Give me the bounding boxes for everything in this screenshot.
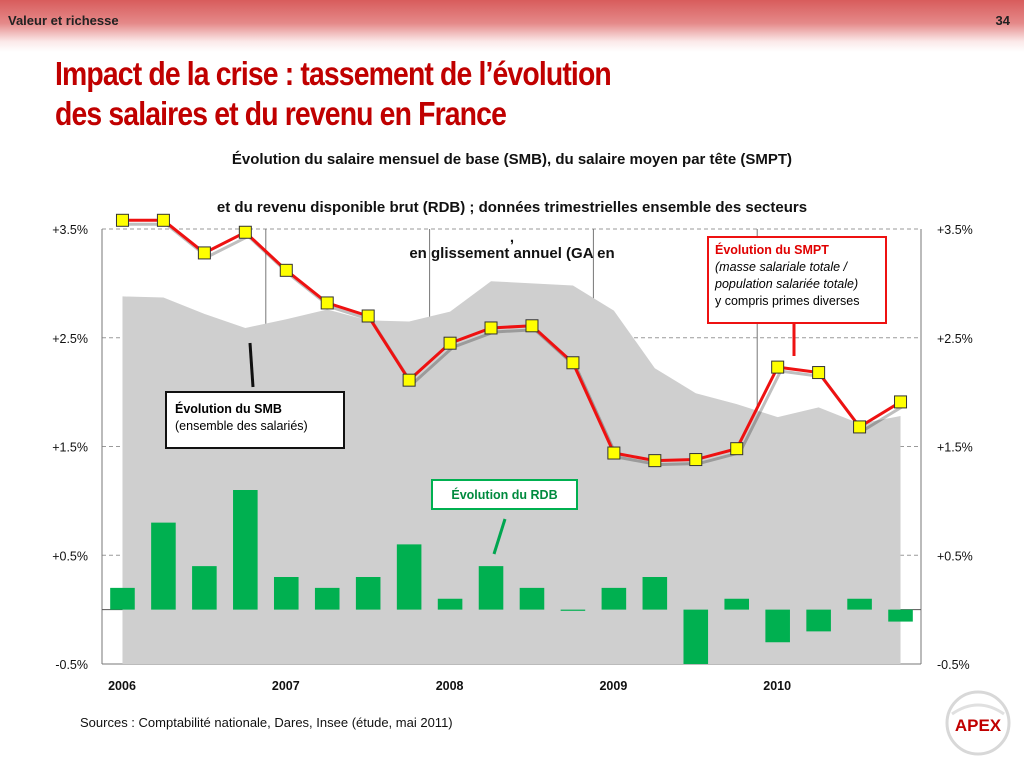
y-tick-label-left: -0.5% (55, 658, 88, 672)
rdb-bar (847, 598, 872, 610)
y-tick-label-right: +0.5% (937, 549, 973, 563)
smpt-marker (894, 395, 908, 409)
smpt-marker (279, 263, 293, 277)
smpt-marker (238, 225, 252, 239)
rdb-bar (806, 609, 831, 632)
smpt-marker (156, 213, 170, 227)
smb-annotation-line-2: (ensemble des salariés) (175, 419, 308, 433)
rdb-bar (437, 598, 463, 610)
title-line-2: des salaires et du revenu en France (55, 95, 507, 132)
smpt-markers (115, 213, 908, 468)
header-bar (0, 0, 1024, 52)
rdb-bar (151, 522, 176, 610)
smpt-marker (648, 454, 662, 468)
x-tick-label-year: 2010 (763, 679, 791, 693)
section-label: Valeur et richesse (8, 13, 119, 28)
smpt-marker (443, 336, 457, 350)
rdb-bar (888, 609, 913, 622)
smpt-marker (566, 356, 580, 370)
rdb-annotation: Évolution du RDB (431, 479, 578, 510)
rdb-bar (192, 566, 217, 610)
rdb-bar (724, 598, 750, 610)
page-title: Impact de la crise : tassement de l’évol… (55, 54, 612, 134)
chart-subtitle-line-2: et du revenu disponible brut (RDB) ; don… (216, 199, 808, 216)
rdb-bar (601, 587, 627, 610)
smb-area (122, 281, 901, 664)
rdb-bar (683, 609, 709, 664)
smpt-line (122, 218, 902, 463)
y-tick-label-right: +3.5% (937, 223, 973, 237)
smpt-marker (402, 373, 416, 387)
rdb-bar (519, 587, 545, 610)
smpt-annotation-line-4: y compris primes diverses (715, 294, 860, 308)
logo-swoosh (951, 703, 1005, 716)
rdb-bar-series (110, 490, 913, 664)
smb-annotation: Évolution du SMB (ensemble des salariés) (165, 391, 345, 449)
smpt-marker (320, 296, 334, 310)
logo-ring (945, 690, 1011, 756)
rdb-bar (560, 609, 586, 611)
annotation-leaders (248, 322, 796, 555)
rdb-bar (355, 577, 381, 610)
smpt-marker (689, 453, 703, 467)
smb-area-series (122, 281, 901, 664)
x-tick-label-year: 2006 (108, 679, 136, 693)
smpt-marker (853, 420, 867, 434)
logo-text: APEX (955, 716, 1002, 735)
rdb-bar (478, 566, 504, 610)
smpt-line-series (122, 218, 905, 467)
x-tick-label-year: 2009 (599, 679, 627, 693)
y-tick-label-right: -0.5% (937, 658, 970, 672)
y-tick-label-left: +1.5% (52, 441, 88, 455)
smb-leader-line (248, 342, 255, 388)
rdb-leader-line (492, 518, 507, 555)
apex-logo: APEX (945, 690, 1011, 756)
rdb-bar (765, 609, 790, 643)
smpt-marker (771, 360, 785, 374)
chart-subtitle-line-1: Évolution du salaire mensuel de base (SM… (231, 151, 793, 168)
y-tick-label-left: +2.5% (52, 332, 88, 346)
rdb-bar (396, 544, 422, 610)
chart-subtitle-line-3: , (509, 229, 515, 246)
smpt-marker (484, 321, 498, 335)
title-line-1: Impact de la crise : tassement de l’évol… (55, 55, 612, 92)
source-note: Sources : Comptabilité nationale, Dares,… (80, 715, 453, 730)
axis-ticks: +3.5% +3.5% +2.5% +2.5% +1.5% +1.5% +0.5% +0.5%… (52, 223, 973, 693)
smpt-marker (812, 366, 826, 380)
smpt-annotation: Évolution du SMPT (masse salariale total… (707, 236, 887, 324)
chart-subtitle-line-4: en glissement annuel (GA en (409, 245, 615, 262)
smpt-marker (730, 442, 744, 456)
rdb-annotation-title: Évolution du RDB (451, 488, 558, 502)
smb-annotation-title: Évolution du SMB (175, 402, 282, 416)
smpt-annotation-line-2: (masse salariale totale / (715, 260, 848, 274)
smpt-annotation-line-3: population salariée totale) (715, 277, 859, 291)
smpt-marker (115, 213, 129, 227)
rdb-bar (110, 587, 135, 610)
smpt-annotation-title: Évolution du SMPT (715, 243, 829, 257)
smpt-marker (525, 319, 539, 333)
page-number: 34 (995, 13, 1010, 28)
rdb-bar (273, 577, 299, 610)
y-tick-label-left: +3.5% (52, 223, 88, 237)
y-tick-label-left: +0.5% (52, 549, 88, 563)
y-tick-label-right: +2.5% (937, 332, 973, 346)
rdb-bar (314, 587, 340, 610)
x-tick-label-year: 2008 (436, 679, 464, 693)
smpt-marker (607, 446, 621, 460)
rdb-bar (233, 490, 258, 610)
smpt-marker (361, 309, 375, 323)
y-tick-label-right: +1.5% (937, 441, 973, 455)
rdb-bar (642, 577, 668, 610)
smpt-marker (197, 246, 211, 260)
x-tick-label-year: 2007 (272, 679, 300, 693)
